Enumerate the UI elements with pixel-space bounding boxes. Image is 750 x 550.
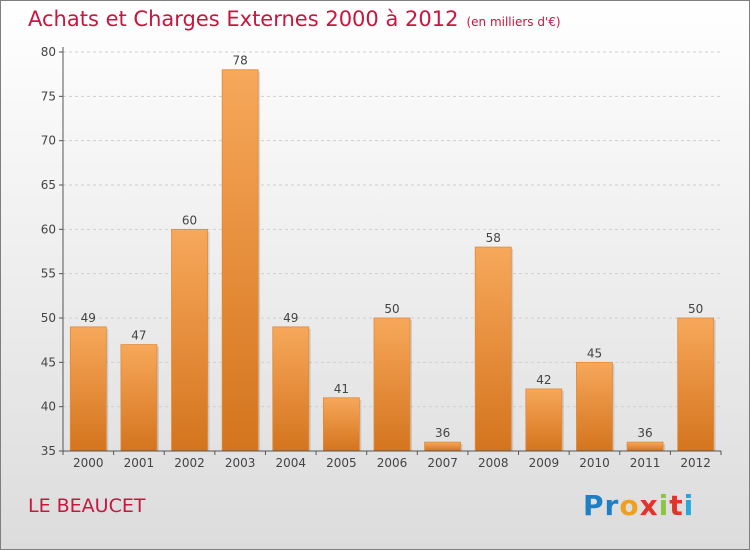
bar-value-label: 78	[233, 54, 248, 68]
bar	[474, 246, 512, 452]
x-tick-label: 2003	[225, 456, 256, 470]
logo-letter: o	[619, 489, 640, 522]
bar	[69, 326, 107, 452]
x-tick-label: 2006	[377, 456, 408, 470]
chart-title: Achats et Charges Externes 2000 à 2012 (e…	[28, 7, 561, 31]
bar	[120, 344, 158, 452]
bar-value-label: 50	[384, 302, 399, 316]
y-tick-label: 80	[41, 45, 56, 59]
y-tick-label: 50	[41, 311, 56, 325]
x-tick-label: 2011	[630, 456, 661, 470]
x-tick-label: 2001	[124, 456, 155, 470]
x-tick-label: 2000	[73, 456, 104, 470]
bar	[576, 361, 613, 452]
y-tick-label: 65	[41, 178, 56, 192]
bar-value-label: 60	[182, 213, 197, 227]
x-tick-label: 2012	[680, 456, 711, 470]
x-tick-label: 2004	[275, 456, 306, 470]
bar-value-label: 42	[536, 373, 551, 387]
logo-letter: i	[658, 489, 670, 522]
y-tick-label: 45	[41, 355, 56, 369]
bar	[424, 441, 462, 452]
proxiti-logo: Proxiti	[583, 489, 694, 522]
bar	[525, 388, 563, 452]
x-tick-label: 2007	[427, 456, 458, 470]
bar-value-label: 36	[435, 426, 450, 440]
y-tick-label: 75	[41, 89, 56, 103]
bar-value-label: 36	[637, 426, 652, 440]
y-tick-label: 55	[41, 267, 56, 281]
y-axis: 35 40 45 50 55 60 65 70 75 80	[41, 45, 64, 458]
y-tick-label: 35	[41, 444, 56, 458]
bar	[677, 317, 715, 452]
bar-value-label: 41	[334, 382, 349, 396]
bar	[221, 69, 259, 452]
x-tick-label: 2008	[478, 456, 509, 470]
logo-letter: i	[683, 489, 695, 522]
x-axis: 2000 2001 2002 2003 2004 2005 2006 2007 2008 2009…	[62, 450, 722, 470]
bar-value-label: 45	[587, 346, 602, 360]
x-tick-label: 2005	[326, 456, 357, 470]
bars: 49 47 60 78 49 41 50 36 58 42 45 36 50	[69, 54, 716, 452]
bar-value-label: 47	[131, 329, 146, 343]
bar	[272, 326, 310, 452]
logo-letter: r	[604, 489, 620, 522]
bar	[373, 317, 411, 452]
location-label: LE BEAUCET	[28, 495, 146, 517]
title-text: Achats et Charges Externes 2000 à 2012	[28, 7, 459, 31]
x-tick-label: 2002	[174, 456, 205, 470]
y-tick-label: 40	[41, 400, 56, 414]
y-tick-label: 70	[41, 134, 56, 148]
bar-value-label: 58	[486, 231, 501, 245]
logo-letter: P	[583, 489, 605, 522]
bar-value-label: 49	[81, 311, 96, 325]
title-unit: (en milliers d'€)	[466, 15, 561, 29]
y-tick-label: 60	[41, 222, 56, 236]
x-tick-label: 2009	[529, 456, 560, 470]
bar	[626, 441, 664, 452]
x-tick-label: 2010	[579, 456, 610, 470]
bar	[322, 397, 360, 452]
logo-letter: t	[669, 489, 684, 522]
bar-value-label: 49	[283, 311, 298, 325]
bar-value-label: 50	[688, 302, 703, 316]
logo-letter: x	[639, 489, 659, 522]
bar	[171, 228, 208, 452]
